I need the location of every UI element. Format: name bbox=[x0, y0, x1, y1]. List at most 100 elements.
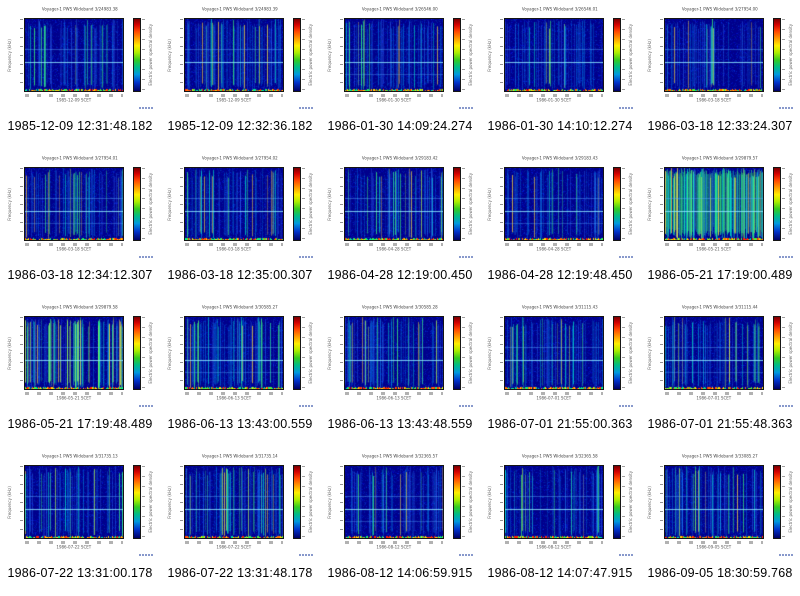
watermark-icon bbox=[619, 256, 633, 258]
x-axis-date-label: 1986-01-30 SCET bbox=[376, 98, 412, 103]
spectrogram-thumbnail[interactable]: Voyager-1 PWS Wideband 3/27954.00 Freque… bbox=[644, 7, 796, 111]
spectrogram-thumbnail[interactable]: Voyager-1 PWS Wideband 3/29879.58 Freque… bbox=[4, 305, 156, 409]
plot-title: Voyager-1 PWS Wideband 3/31115.44 bbox=[682, 305, 758, 310]
spectrogram-thumbnail[interactable]: Voyager-1 PWS Wideband 3/31735.14 Freque… bbox=[164, 454, 316, 558]
spectrogram-cell: Voyager-1 PWS Wideband 3/29879.57 Freque… bbox=[640, 149, 800, 298]
y-axis-label: Frequency (kHz) bbox=[486, 38, 492, 72]
watermark-icon bbox=[779, 107, 793, 109]
x-axis-date-label: 1986-05-21 SCET bbox=[56, 396, 92, 401]
spectrogram-thumbnail[interactable]: Voyager-1 PWS Wideband 3/29879.57 Freque… bbox=[644, 156, 796, 260]
colorbar-label: Electric power spectral density bbox=[308, 471, 313, 533]
spectrogram-cell: Voyager-1 PWS Wideband 3/24983.39 Freque… bbox=[160, 0, 320, 149]
colorbar-ticks bbox=[622, 168, 625, 240]
spectrogram-cell: Voyager-1 PWS Wideband 3/29183.42 Freque… bbox=[320, 149, 480, 298]
x-axis-ticks bbox=[345, 392, 443, 395]
spectrogram-thumbnail[interactable]: Voyager-1 PWS Wideband 3/30585.28 Freque… bbox=[324, 305, 476, 409]
y-axis-ticks bbox=[340, 317, 343, 389]
y-axis-ticks bbox=[340, 466, 343, 538]
spectrogram-thumbnail[interactable]: Voyager-1 PWS Wideband 3/31115.43 Freque… bbox=[484, 305, 636, 409]
plot-title: Voyager-1 PWS Wideband 3/29183.43 bbox=[522, 156, 598, 161]
spectrogram-cell: Voyager-1 PWS Wideband 3/31735.13 Freque… bbox=[0, 447, 160, 596]
y-axis-label: Frequency (kHz) bbox=[6, 187, 12, 221]
y-axis-ticks bbox=[340, 168, 343, 240]
x-axis-date-label: 1986-08-12 SCET bbox=[536, 545, 572, 550]
timestamp-caption: 1986-06-13 13:43:48.559 bbox=[327, 417, 473, 431]
spectrogram-thumbnail[interactable]: Voyager-1 PWS Wideband 3/32365.57 Freque… bbox=[324, 454, 476, 558]
colorbar bbox=[133, 316, 141, 390]
y-axis-label: Frequency (kHz) bbox=[6, 485, 12, 519]
y-axis-ticks bbox=[340, 19, 343, 91]
watermark-icon bbox=[459, 554, 473, 556]
spectrogram-thumbnail[interactable]: Voyager-1 PWS Wideband 3/32365.58 Freque… bbox=[484, 454, 636, 558]
y-axis-label: Frequency (kHz) bbox=[166, 336, 172, 370]
plot-title: Voyager-1 PWS Wideband 3/27954.00 bbox=[682, 7, 758, 12]
x-axis-ticks bbox=[345, 541, 443, 544]
x-axis-date-label: 1986-07-22 SCET bbox=[216, 545, 252, 550]
watermark-icon bbox=[459, 256, 473, 258]
colorbar-ticks bbox=[622, 466, 625, 538]
watermark-icon bbox=[619, 405, 633, 407]
watermark-icon bbox=[139, 256, 153, 258]
plot-title: Voyager-1 PWS Wideband 3/29183.42 bbox=[362, 156, 438, 161]
spectrogram-thumbnail[interactable]: Voyager-1 PWS Wideband 3/31115.44 Freque… bbox=[644, 305, 796, 409]
y-axis-label: Frequency (kHz) bbox=[646, 336, 652, 370]
spectrogram-cell: Voyager-1 PWS Wideband 3/30585.27 Freque… bbox=[160, 298, 320, 447]
spectrogram-thumbnail[interactable]: Voyager-1 PWS Wideband 3/29183.43 Freque… bbox=[484, 156, 636, 260]
colorbar-label: Electric power spectral density bbox=[628, 322, 633, 384]
y-axis-ticks bbox=[500, 168, 503, 240]
spectrogram-thumbnail[interactable]: Voyager-1 PWS Wideband 3/29183.42 Freque… bbox=[324, 156, 476, 260]
spectrogram-thumbnail[interactable]: Voyager-1 PWS Wideband 3/33085.27 Freque… bbox=[644, 454, 796, 558]
x-axis-date-label: 1986-06-13 SCET bbox=[216, 396, 252, 401]
spectrogram-thumbnail[interactable]: Voyager-1 PWS Wideband 3/27954.01 Freque… bbox=[4, 156, 156, 260]
timestamp-caption: 1986-07-22 13:31:00.178 bbox=[7, 566, 153, 580]
watermark-icon bbox=[299, 107, 313, 109]
colorbar-label: Electric power spectral density bbox=[308, 173, 313, 235]
timestamp-caption: 1985-12-09 12:32:36.182 bbox=[167, 119, 313, 133]
colorbar-label: Electric power spectral density bbox=[788, 173, 793, 235]
spectrogram-thumbnail[interactable]: Voyager-1 PWS Wideband 3/27954.02 Freque… bbox=[164, 156, 316, 260]
spectrogram-thumbnail[interactable]: Voyager-1 PWS Wideband 3/26546.01 Freque… bbox=[484, 7, 636, 111]
spectrogram-cell: Voyager-1 PWS Wideband 3/26546.01 Freque… bbox=[480, 0, 640, 149]
timestamp-caption: 1986-04-28 12:19:00.450 bbox=[327, 268, 473, 282]
spectrogram-thumbnail[interactable]: Voyager-1 PWS Wideband 3/24983.38 Freque… bbox=[4, 7, 156, 111]
spectrogram-canvas bbox=[344, 18, 444, 92]
x-axis-ticks bbox=[665, 94, 763, 97]
y-axis-label: Frequency (kHz) bbox=[166, 485, 172, 519]
plot-title: Voyager-1 PWS Wideband 3/33085.27 bbox=[682, 454, 758, 459]
watermark-icon bbox=[299, 554, 313, 556]
y-axis-ticks bbox=[20, 168, 23, 240]
y-axis-label: Frequency (kHz) bbox=[486, 187, 492, 221]
spectrogram-canvas bbox=[504, 18, 604, 92]
timestamp-caption: 1986-03-18 12:34:12.307 bbox=[7, 268, 153, 282]
spectrogram-canvas bbox=[504, 316, 604, 390]
spectrogram-cell: Voyager-1 PWS Wideband 3/24983.38 Freque… bbox=[0, 0, 160, 149]
y-axis-ticks bbox=[20, 317, 23, 389]
x-axis-date-label: 1986-06-13 SCET bbox=[376, 396, 412, 401]
spectrogram-canvas bbox=[184, 316, 284, 390]
spectrogram-cell: Voyager-1 PWS Wideband 3/29183.43 Freque… bbox=[480, 149, 640, 298]
y-axis-label: Frequency (kHz) bbox=[646, 38, 652, 72]
colorbar-ticks bbox=[302, 168, 305, 240]
plot-title: Voyager-1 PWS Wideband 3/27954.02 bbox=[202, 156, 278, 161]
x-axis-ticks bbox=[345, 243, 443, 246]
spectrogram-cell: Voyager-1 PWS Wideband 3/31115.43 Freque… bbox=[480, 298, 640, 447]
colorbar-label: Electric power spectral density bbox=[148, 173, 153, 235]
y-axis-label: Frequency (kHz) bbox=[6, 336, 12, 370]
spectrogram-thumbnail[interactable]: Voyager-1 PWS Wideband 3/24983.39 Freque… bbox=[164, 7, 316, 111]
spectrogram-thumbnail[interactable]: Voyager-1 PWS Wideband 3/26546.00 Freque… bbox=[324, 7, 476, 111]
watermark-icon bbox=[139, 107, 153, 109]
spectrogram-canvas bbox=[344, 465, 444, 539]
spectrogram-thumbnail[interactable]: Voyager-1 PWS Wideband 3/31735.13 Freque… bbox=[4, 454, 156, 558]
x-axis-date-label: 1986-03-18 SCET bbox=[56, 247, 92, 252]
y-axis-label: Frequency (kHz) bbox=[486, 485, 492, 519]
y-axis-label: Frequency (kHz) bbox=[646, 187, 652, 221]
colorbar bbox=[773, 18, 781, 92]
y-axis-label: Frequency (kHz) bbox=[326, 336, 332, 370]
spectrogram-canvas bbox=[664, 316, 764, 390]
x-axis-date-label: 1986-03-18 SCET bbox=[216, 247, 252, 252]
spectrogram-thumbnail[interactable]: Voyager-1 PWS Wideband 3/30585.27 Freque… bbox=[164, 305, 316, 409]
colorbar bbox=[773, 167, 781, 241]
spectrogram-cell: Voyager-1 PWS Wideband 3/32365.58 Freque… bbox=[480, 447, 640, 596]
y-axis-ticks bbox=[660, 168, 663, 240]
colorbar-ticks bbox=[462, 466, 465, 538]
